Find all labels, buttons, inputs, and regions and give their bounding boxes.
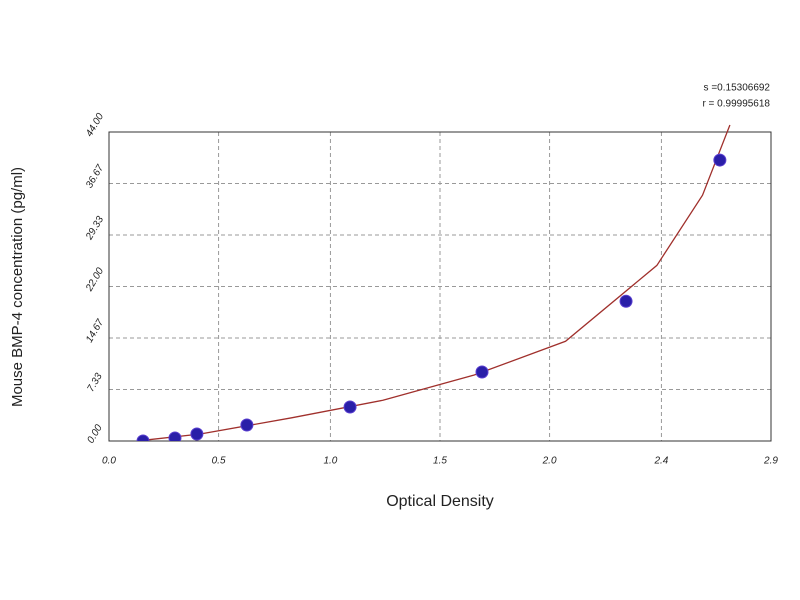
x-tick-label: 2.0 <box>542 456 557 467</box>
data-point <box>343 400 357 414</box>
y-tick-label: 7.33 <box>85 371 104 394</box>
fit-s: s =0.15306692 <box>704 83 771 94</box>
plot-area <box>136 124 731 441</box>
data-point <box>136 434 150 441</box>
data-point <box>168 431 182 441</box>
data-point <box>475 365 489 379</box>
x-tick-label: 0.0 <box>102 456 116 467</box>
y-tick-label: 44.00 <box>84 111 106 139</box>
y-tick-label: 36.67 <box>84 163 106 191</box>
x-tick-label: 1.5 <box>433 456 447 467</box>
y-tick-label: 29.33 <box>84 214 107 242</box>
plot-frame <box>108 131 772 442</box>
x-tick-label: 1.0 <box>323 456 337 467</box>
x-tick-label: 2.4 <box>653 456 668 467</box>
y-tick-label: 22.00 <box>84 266 107 294</box>
x-tick-label: 0.5 <box>212 456 226 467</box>
data-point <box>619 294 633 308</box>
fit-curve <box>143 124 731 441</box>
fit-r: r = 0.99995618 <box>702 99 770 110</box>
y-tick-label: 14.67 <box>84 317 106 345</box>
data-point <box>713 153 727 167</box>
grid <box>108 131 772 442</box>
x-axis-label: Optical Density <box>386 493 494 510</box>
x-tick-label: 2.9 <box>763 456 778 467</box>
y-tick-label: 0.00 <box>85 423 104 446</box>
y-axis-label: Mouse BMP-4 concentration (pg/ml) <box>9 167 26 407</box>
data-point <box>240 418 254 432</box>
data-point <box>190 427 204 441</box>
